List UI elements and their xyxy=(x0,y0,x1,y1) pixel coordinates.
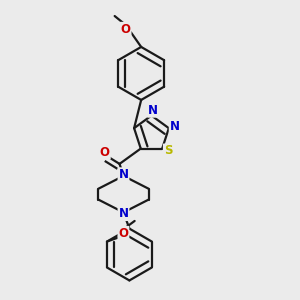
Text: O: O xyxy=(100,146,110,159)
Text: O: O xyxy=(118,227,128,240)
Text: O: O xyxy=(121,23,130,36)
Text: N: N xyxy=(170,120,180,133)
Text: N: N xyxy=(148,104,158,117)
Text: N: N xyxy=(118,207,128,220)
Text: N: N xyxy=(118,168,128,181)
Text: S: S xyxy=(164,144,172,158)
